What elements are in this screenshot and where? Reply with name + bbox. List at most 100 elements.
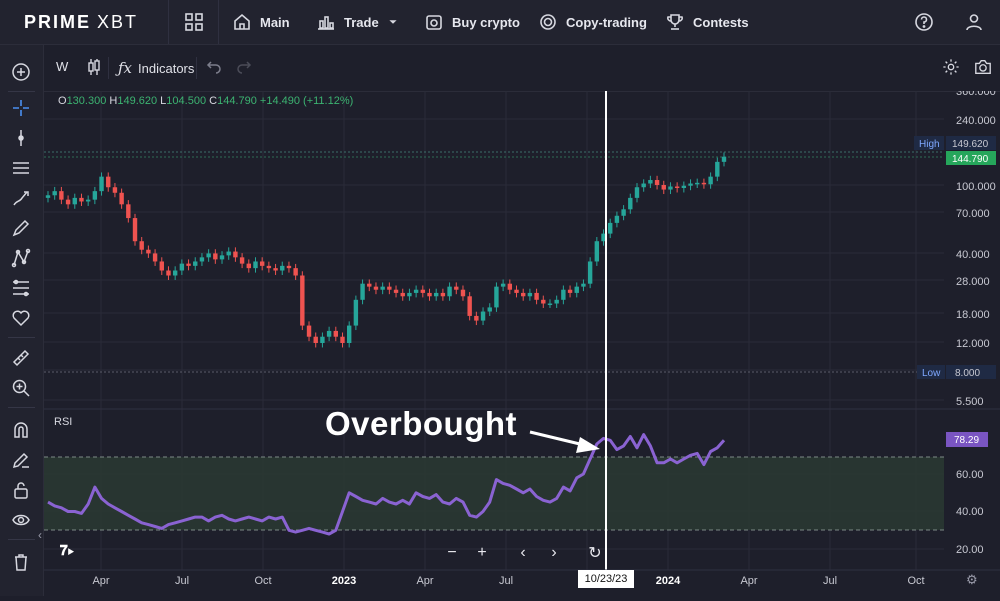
candle-body (320, 336, 325, 343)
candle-body (440, 292, 446, 297)
candle-body (427, 292, 432, 297)
candle-body (92, 191, 98, 200)
delete-drawings-tool[interactable] (10, 551, 32, 573)
brand-logo[interactable]: PRIME XBT (24, 12, 138, 33)
time-axis-label: Jul (499, 575, 513, 587)
lock-drawings-tool[interactable] (10, 479, 32, 501)
drawing-toolbar (0, 45, 44, 596)
ruler-tool[interactable] (10, 347, 32, 369)
chart-type-button[interactable] (86, 57, 102, 77)
nav-copy-trading[interactable]: Copy-trading (538, 10, 647, 34)
time-axis-settings-button[interactable]: ⚙ (966, 572, 978, 588)
zoom-out-button[interactable]: − (440, 541, 464, 565)
magnet-tool[interactable] (10, 419, 32, 441)
ohlc-high-value: 149.620 (117, 95, 158, 107)
candle-body (574, 286, 579, 293)
nav-contests[interactable]: Contests (665, 10, 749, 34)
reset-chart-button[interactable]: ↻ (583, 541, 607, 565)
candle-body (219, 255, 225, 260)
indicators-button[interactable]: ƒx Indicators (118, 59, 194, 77)
candle-body (661, 184, 666, 190)
candle-body (72, 197, 77, 205)
collapse-toolbar-button[interactable]: ‹ (38, 528, 42, 542)
redo-button[interactable] (236, 58, 252, 74)
toolbar-divider (8, 539, 35, 540)
nav-main-label: Main (260, 14, 290, 30)
nav-trade-label: Trade (344, 14, 379, 30)
candle-body (313, 336, 318, 343)
candle-body (608, 222, 613, 234)
chart-area[interactable]: 360.000 240.000 100.000 70.000 40.000 28.000 1… (44, 86, 1000, 596)
time-axis-label: Apr (416, 575, 433, 587)
interval-label: W (56, 59, 69, 74)
interval-button[interactable]: W (56, 59, 68, 74)
candle-body (213, 253, 218, 260)
scroll-right-button[interactable]: › (542, 541, 566, 565)
candle-body (407, 292, 412, 297)
help-button[interactable] (912, 10, 936, 34)
candle-body (601, 233, 606, 242)
nav-buy-crypto[interactable]: Buy crypto (424, 10, 520, 34)
candle-body (554, 299, 559, 304)
low-value-tag (946, 365, 996, 379)
candlestick-icon (88, 59, 100, 75)
zoom-tool[interactable] (10, 377, 32, 399)
candle-body (59, 191, 64, 200)
stay-drawing-tool[interactable] (10, 449, 32, 471)
tradingview-logo[interactable]: 𝟕▸ (55, 540, 79, 560)
vertical-line-tool[interactable] (10, 127, 32, 149)
chart-canvas[interactable]: 360.000 240.000 100.000 70.000 40.000 28.000 1… (44, 86, 1000, 596)
add-button[interactable] (10, 61, 32, 83)
rsi-pane-label[interactable]: RSI (54, 416, 73, 428)
fib-tool[interactable] (10, 277, 32, 299)
grid-icon (185, 13, 203, 31)
candle-body (674, 186, 680, 189)
candle-body (259, 261, 265, 266)
favorites-tool[interactable] (10, 307, 32, 329)
top-navigation-bar: PRIME XBT Main Trade Buy crypto Copy-trad… (0, 0, 1000, 45)
low-value-label: 8.000 (955, 368, 980, 379)
candle-body (206, 253, 211, 258)
candle-body (226, 251, 231, 256)
rsi-scale-label: 40.00 (956, 506, 984, 518)
time-axis-label: 2024 (656, 575, 681, 587)
brush-tool[interactable] (10, 187, 32, 209)
hide-drawings-tool[interactable] (10, 509, 32, 531)
eye-icon (12, 514, 30, 526)
pattern-tool[interactable] (10, 247, 32, 269)
scroll-left-button[interactable]: ‹ (511, 541, 535, 565)
toolbar-divider (108, 57, 109, 79)
account-button[interactable] (962, 10, 986, 34)
plus-icon: + (477, 544, 487, 561)
nav-main[interactable]: Main (232, 10, 290, 34)
help-icon (915, 13, 933, 31)
zoom-in-button[interactable]: + (470, 541, 494, 565)
high-value-tag (946, 136, 996, 150)
candle-body (85, 199, 91, 202)
candle-body (420, 289, 426, 293)
price-scale-label: 100.000 (956, 181, 996, 193)
candle-body (179, 263, 185, 271)
zoom-in-icon (12, 379, 30, 397)
rsi-value-label: 78.29 (954, 435, 979, 446)
price-scale-label: 360.000 (956, 91, 996, 98)
pen-tool[interactable] (10, 217, 32, 239)
undo-button[interactable] (206, 58, 222, 74)
price-scale-label: 70.000 (956, 208, 990, 220)
screenshot-button[interactable] (974, 58, 992, 76)
horizontal-lines-tool[interactable] (10, 157, 32, 179)
crosshair-tool[interactable] (10, 97, 32, 119)
price-scale-label: 28.000 (956, 276, 990, 288)
trophy-icon (667, 14, 683, 30)
apps-grid-button[interactable] (182, 10, 206, 34)
pattern-icon (11, 248, 31, 268)
candle-body (306, 325, 312, 337)
candle-body (186, 263, 191, 266)
nav-trade[interactable]: Trade (316, 10, 399, 34)
candle-body (621, 209, 626, 216)
price-scale-label: 18.000 (956, 309, 990, 321)
candle-body (460, 289, 466, 297)
chart-settings-button[interactable] (942, 58, 960, 76)
rsi-scale-label: 20.00 (956, 544, 984, 556)
candle-body (514, 289, 519, 293)
